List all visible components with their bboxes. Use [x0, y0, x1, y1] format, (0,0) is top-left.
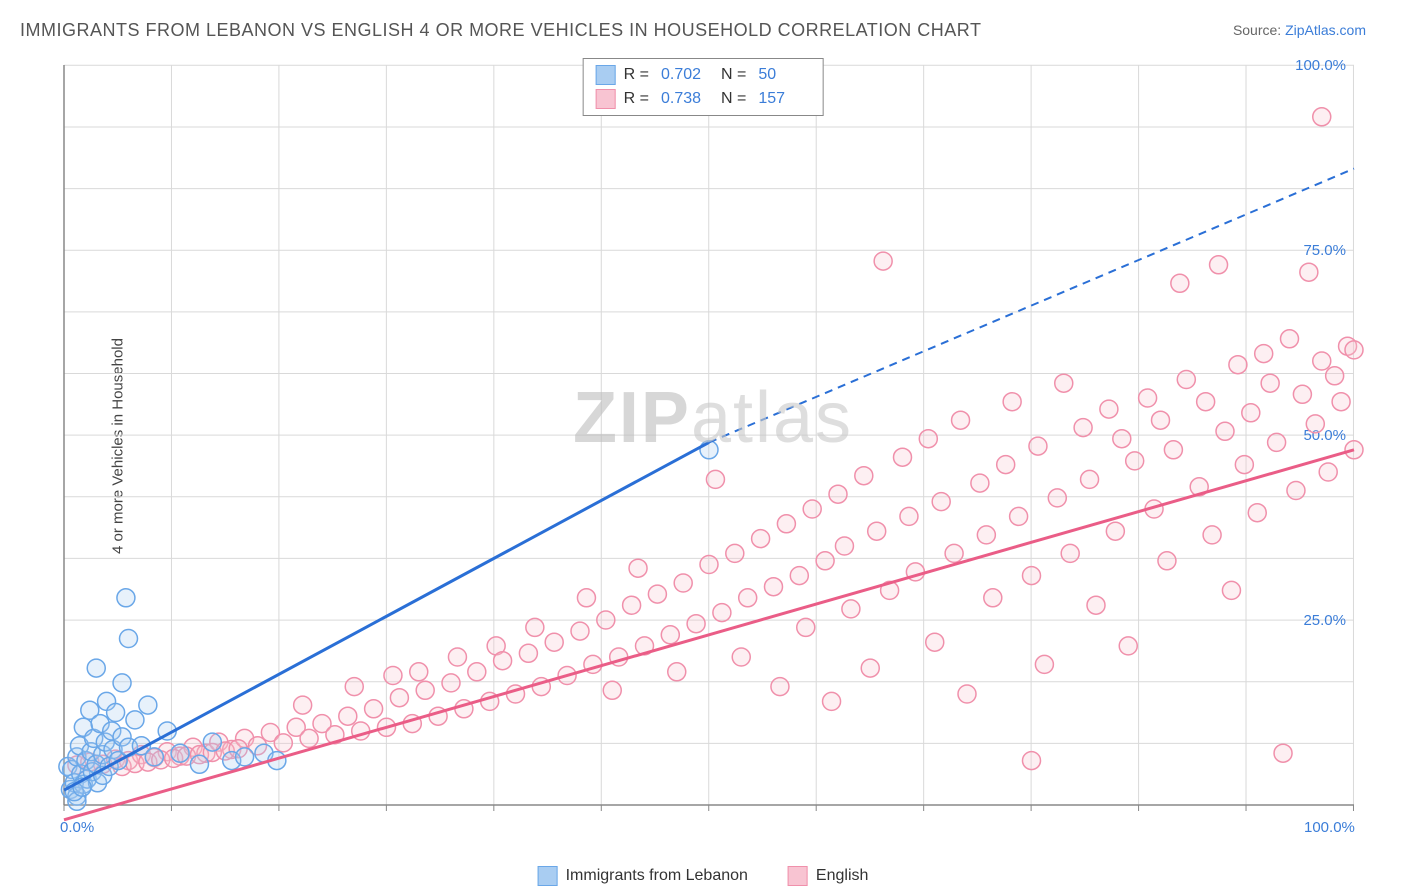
legend-r-label-1: R = [624, 63, 649, 87]
legend-r-value-2: 0.738 [661, 87, 713, 111]
x-axis-tick-100: 100.0% [1304, 819, 1355, 836]
svg-text:100.0%: 100.0% [1295, 57, 1346, 74]
legend-row-series1: R = 0.702 N = 50 [596, 63, 811, 87]
scatter-chart: 25.0%50.0%75.0%100.0% [50, 55, 1376, 862]
source-link[interactable]: ZipAtlas.com [1285, 22, 1366, 38]
legend-series-name-1: Immigrants from Lebanon [566, 867, 748, 885]
correlation-legend: R = 0.702 N = 50 R = 0.738 N = 157 [583, 58, 824, 116]
legend-bottom-swatch-2 [788, 866, 808, 886]
chart-title: IMMIGRANTS FROM LEBANON VS ENGLISH 4 OR … [20, 20, 981, 41]
x-axis-tick-0: 0.0% [60, 819, 94, 836]
legend-r-label-2: R = [624, 87, 649, 111]
legend-row-series2: R = 0.738 N = 157 [596, 87, 811, 111]
svg-text:75.0%: 75.0% [1303, 242, 1346, 259]
source-label: Source: [1233, 22, 1281, 38]
legend-swatch-2 [596, 89, 616, 109]
legend-n-value-2: 157 [758, 87, 810, 111]
legend-n-value-1: 50 [758, 63, 810, 87]
series-legend: Immigrants from Lebanon English [538, 866, 869, 886]
legend-item-1: Immigrants from Lebanon [538, 866, 748, 886]
legend-swatch-1 [596, 65, 616, 85]
chart-container: 25.0%50.0%75.0%100.0% ZIPatlas [50, 55, 1376, 862]
svg-text:25.0%: 25.0% [1303, 612, 1346, 629]
source-attribution: Source: ZipAtlas.com [1233, 22, 1366, 38]
legend-n-label-2: N = [721, 87, 746, 111]
legend-n-label-1: N = [721, 63, 746, 87]
legend-bottom-swatch-1 [538, 866, 558, 886]
legend-series-name-2: English [816, 867, 868, 885]
legend-item-2: English [788, 866, 868, 886]
legend-r-value-1: 0.702 [661, 63, 713, 87]
